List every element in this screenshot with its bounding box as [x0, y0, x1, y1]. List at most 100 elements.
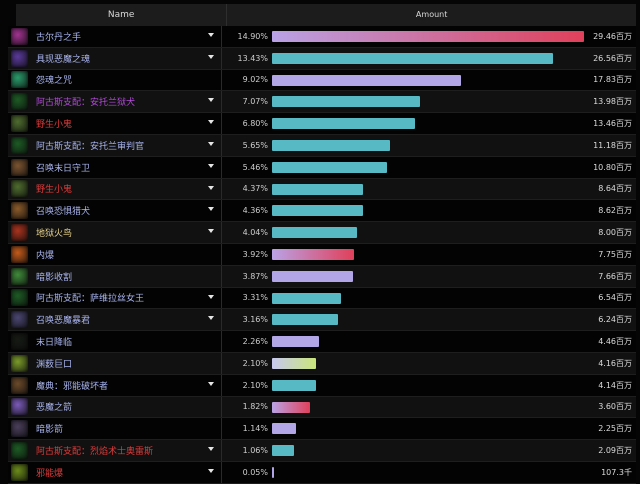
spell-row[interactable]: 野生小鬼 4.37% 8.64百万 — [8, 178, 636, 201]
spell-row[interactable]: 具现恶魔之魂 13.43% 26.56百万 — [8, 47, 636, 70]
spell-name: 末日降临 — [36, 338, 73, 349]
spell-row[interactable]: 地狱火鸟 4.04% 8.00百万 — [8, 222, 636, 244]
spell-icon — [11, 136, 28, 154]
spell-name: 邪能爆 — [36, 468, 64, 479]
expand-dropdown-icon[interactable] — [208, 447, 214, 452]
spell-row[interactable]: 阿古斯支配：安托兰狱犬 7.07% 13.98百万 — [8, 91, 636, 114]
amount-bar-track — [272, 445, 584, 457]
column-divider — [221, 309, 222, 331]
spell-row[interactable]: 末日降临 2.26% 4.46百万 — [8, 331, 636, 353]
spell-row[interactable]: 暗影收割 3.87% 7.66百万 — [8, 265, 636, 288]
column-divider — [221, 113, 222, 134]
spell-icon — [11, 224, 28, 242]
spell-row[interactable]: 野生小鬼 6.80% 13.46百万 — [8, 113, 636, 135]
spell-icon — [11, 27, 28, 45]
expand-dropdown-icon[interactable] — [208, 468, 214, 473]
amount-bar — [272, 31, 584, 42]
amount-bar — [272, 161, 387, 173]
column-divider — [221, 374, 222, 396]
amount-value: 10.80百万 — [593, 162, 632, 172]
percent-value: 3.31% — [242, 293, 268, 303]
spell-name: 阿古斯支配：烈焰术士奥雷斯 — [36, 447, 154, 458]
spell-row[interactable]: 邪能爆 0.05% 107.3千 — [8, 461, 636, 484]
percent-value: 3.92% — [242, 249, 268, 259]
amount-value: 26.56百万 — [593, 53, 632, 63]
expand-dropdown-icon[interactable] — [208, 316, 214, 321]
amount-bar-track — [272, 379, 584, 391]
column-divider — [221, 265, 222, 287]
amount-bar — [272, 205, 364, 217]
column-divider — [221, 440, 222, 461]
amount-value: 8.00百万 — [598, 228, 632, 238]
expand-dropdown-icon[interactable] — [208, 141, 214, 146]
amount-bar-track — [272, 248, 584, 260]
amount-bar — [272, 336, 320, 348]
column-divider — [221, 156, 222, 178]
expand-dropdown-icon[interactable] — [208, 185, 214, 190]
spell-row[interactable]: 召唤末日守卫 5.46% 10.80百万 — [8, 156, 636, 179]
expand-dropdown-icon[interactable] — [208, 33, 214, 37]
expand-dropdown-icon[interactable] — [208, 98, 214, 103]
percent-value: 2.10% — [242, 358, 268, 368]
column-divider — [221, 200, 222, 222]
percent-value: 4.37% — [242, 184, 268, 194]
spell-row[interactable]: 召唤恶魔暴君 3.16% 6.24百万 — [8, 309, 636, 332]
amount-value: 3.60百万 — [598, 402, 632, 412]
column-divider — [221, 243, 222, 265]
spell-icon — [11, 354, 28, 372]
amount-bar — [272, 292, 342, 304]
spell-name: 召唤恐惧猎犬 — [36, 207, 91, 218]
amount-bar — [272, 423, 296, 435]
spell-name: 暗影箭 — [36, 425, 64, 436]
spell-icon — [11, 442, 28, 460]
spell-row[interactable]: 渊薮巨口 2.10% 4.16百万 — [8, 352, 636, 375]
spell-row[interactable]: 阿古斯支配：烈焰术士奥雷斯 1.06% 2.09百万 — [8, 440, 636, 462]
amount-bar — [272, 466, 274, 478]
expand-dropdown-icon[interactable] — [208, 294, 214, 299]
expand-dropdown-icon[interactable] — [208, 381, 214, 386]
expand-dropdown-icon[interactable] — [208, 207, 214, 212]
amount-column-header[interactable]: Amount — [227, 4, 636, 26]
spell-row[interactable]: 魔典：邪能破坏者 2.10% 4.14百万 — [8, 374, 636, 397]
spell-icon — [11, 158, 28, 176]
amount-bar-track — [272, 292, 584, 304]
expand-dropdown-icon[interactable] — [208, 163, 214, 168]
expand-dropdown-icon[interactable] — [208, 54, 214, 59]
spell-row[interactable]: 古尔丹之手 14.90% 29.46百万 — [8, 26, 636, 48]
spell-row[interactable]: 恶魔之箭 1.82% 3.60百万 — [8, 396, 636, 419]
percent-value: 14.90% — [237, 31, 268, 41]
spell-icon — [11, 267, 28, 285]
amount-bar-track — [272, 161, 584, 173]
spell-name: 具现恶魔之魂 — [36, 54, 91, 65]
amount-bar-track — [272, 401, 584, 413]
spell-row[interactable]: 召唤恐惧猎犬 4.36% 8.62百万 — [8, 200, 636, 223]
amount-bar-track — [272, 118, 584, 130]
amount-bar — [272, 401, 311, 413]
amount-bar — [272, 118, 415, 130]
percent-value: 13.43% — [237, 53, 268, 63]
amount-bar — [272, 52, 554, 64]
name-column-header[interactable]: Name — [16, 4, 228, 26]
column-divider — [221, 396, 222, 418]
amount-bar — [272, 248, 355, 260]
spell-name: 恶魔之箭 — [36, 403, 73, 414]
spell-icon — [11, 245, 28, 263]
percent-value: 0.05% — [242, 467, 268, 477]
spell-row[interactable]: 暗影箭 1.14% 2.25百万 — [8, 418, 636, 441]
percent-value: 1.82% — [242, 402, 268, 412]
spell-row[interactable]: 内爆 3.92% 7.75百万 — [8, 243, 636, 266]
spell-name: 阿古斯支配：安托兰审判官 — [36, 141, 145, 152]
spell-name: 召唤末日守卫 — [36, 163, 91, 174]
spell-row[interactable]: 阿古斯支配：萨维拉丝女王 3.31% 6.54百万 — [8, 287, 636, 310]
spell-name: 渊薮巨口 — [36, 359, 73, 370]
amount-bar-track — [272, 423, 584, 435]
spell-row[interactable]: 怨魂之咒 9.02% 17.83百万 — [8, 69, 636, 92]
spell-icon — [11, 289, 28, 307]
spell-row[interactable]: 阿古斯支配：安托兰审判官 5.65% 11.18百万 — [8, 134, 636, 157]
expand-dropdown-icon[interactable] — [208, 229, 214, 234]
amount-bar — [272, 379, 316, 391]
expand-dropdown-icon[interactable] — [208, 120, 214, 125]
column-divider — [221, 69, 222, 91]
amount-bar-track — [272, 31, 584, 42]
